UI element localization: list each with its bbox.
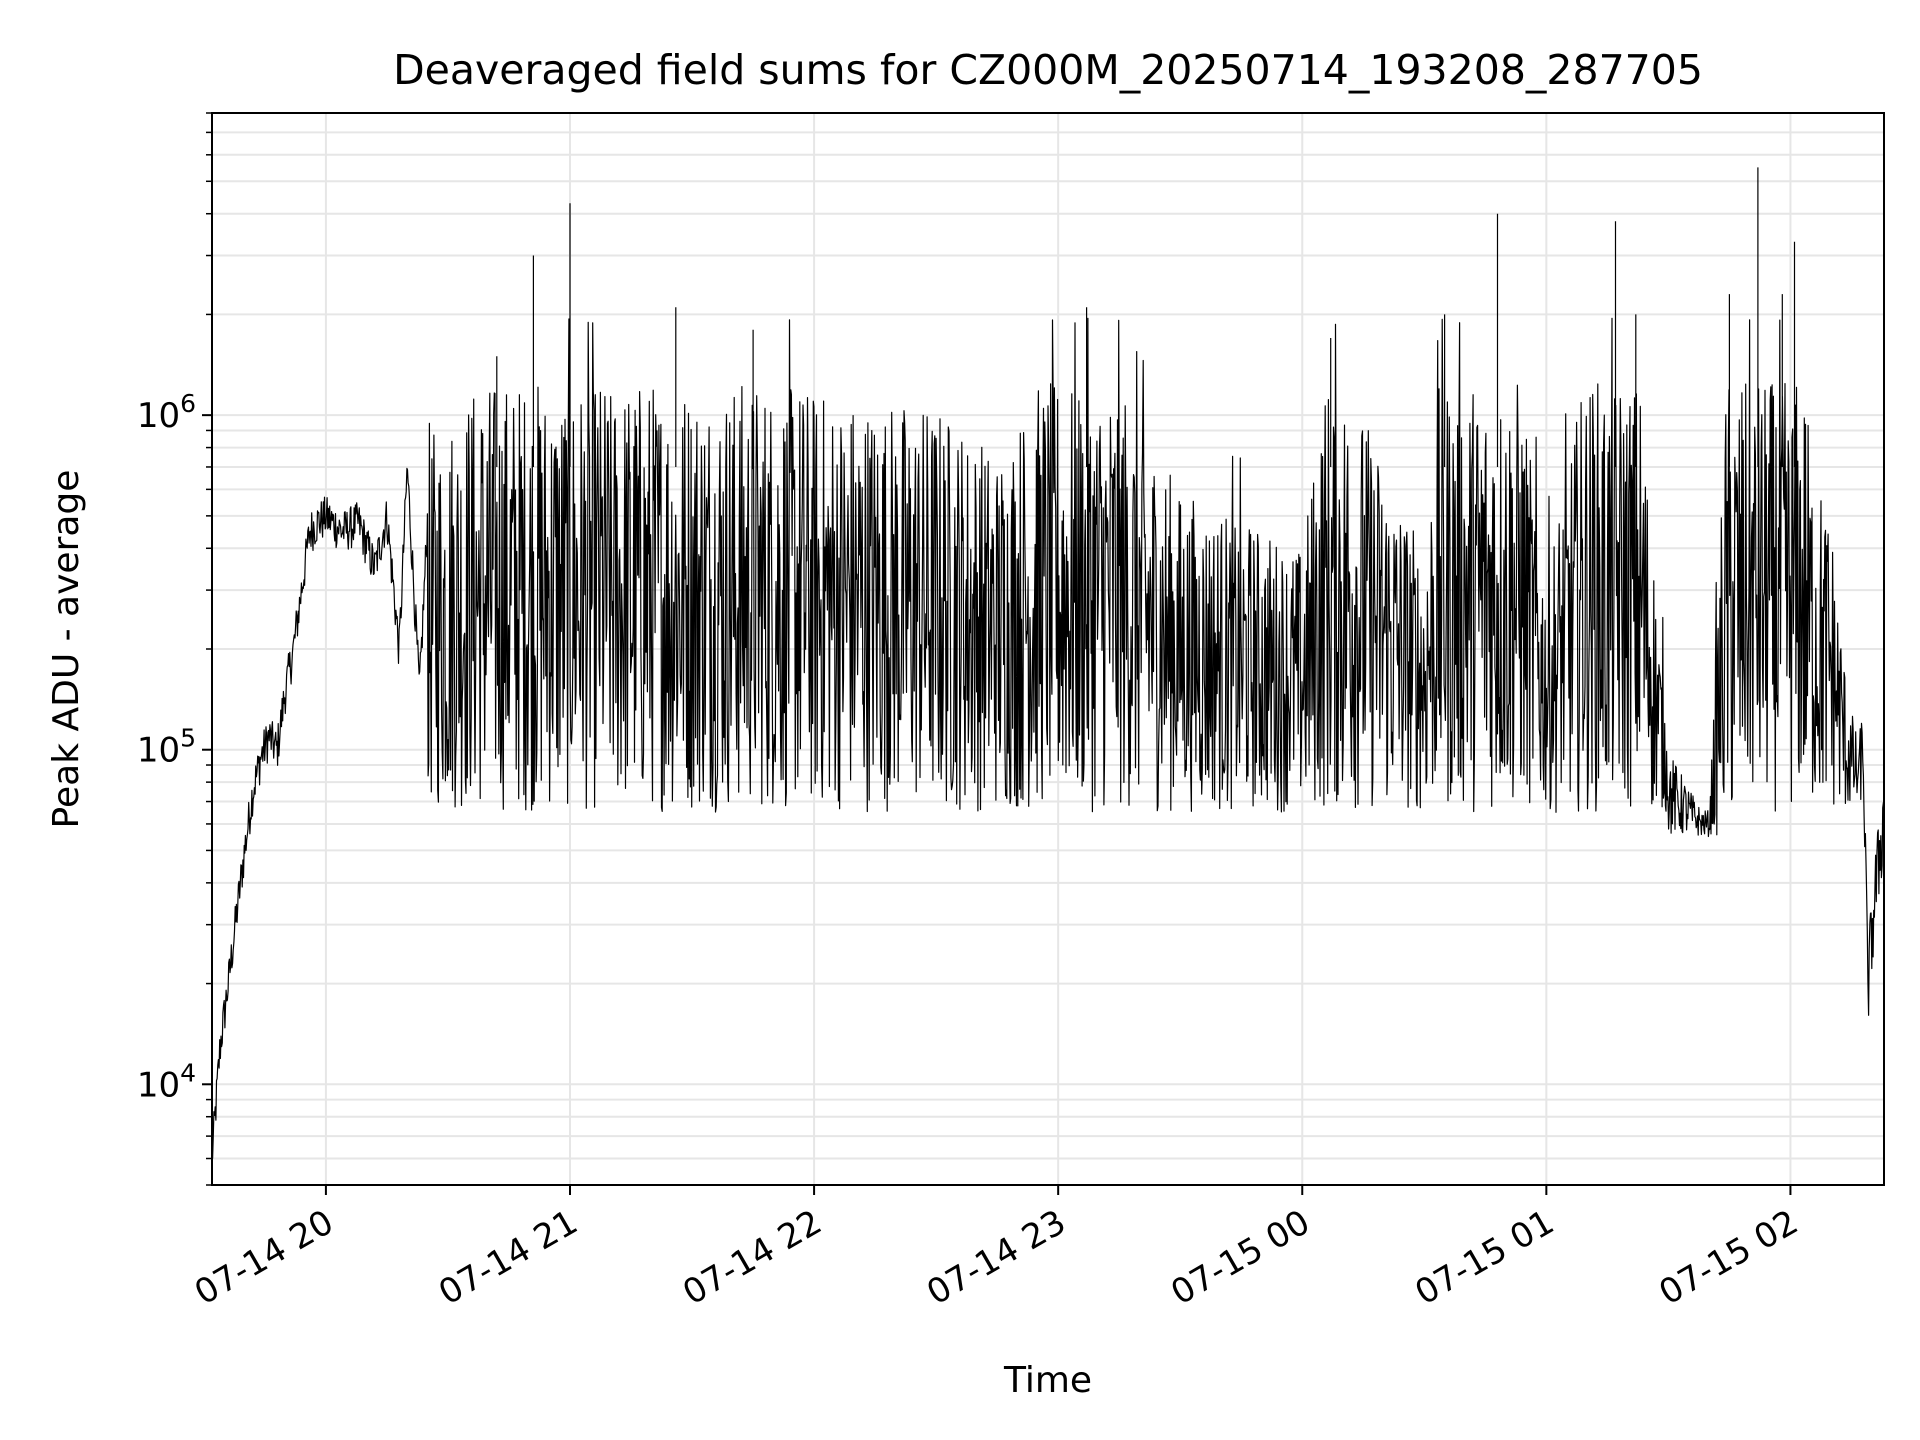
series-layer <box>211 167 1885 1159</box>
y-tick-label: 106 <box>137 389 196 436</box>
y-tick-label: 105 <box>137 724 196 771</box>
y-axis-label: Peak ADU - average <box>46 470 87 829</box>
y-axis-ticks: 104 105 106 <box>137 112 212 1186</box>
x-axis-label: Time <box>1003 1360 1092 1401</box>
chart-title: Deaveraged field sums for CZ000M_2025071… <box>393 46 1703 94</box>
series-line <box>211 167 1885 1159</box>
y-tick-label: 104 <box>137 1058 196 1105</box>
